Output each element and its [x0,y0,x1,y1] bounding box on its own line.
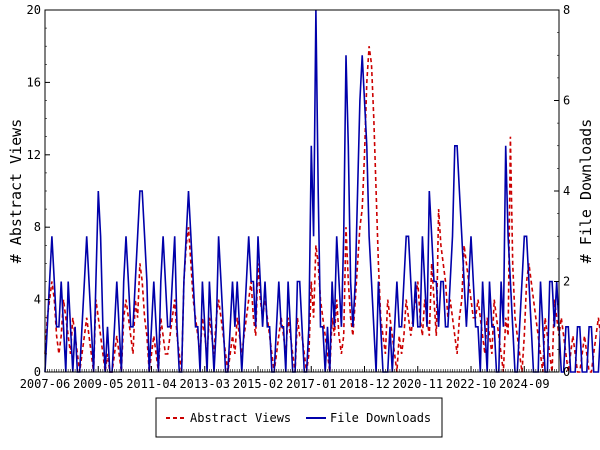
y-tick-label: 0 [34,365,41,379]
y2-tick-label: 0 [563,365,570,379]
y-tick-label: 20 [27,3,41,17]
legend-box [155,397,443,438]
x-tick-label: 2009-05 [73,377,124,391]
legend-label-abstract-views: Abstract Views [190,411,291,425]
x-tick-label: 2022-10 [446,377,497,391]
axis-layer: 2007-06 2009-05 2011-04 2013-03 2015-02 2017-… [20,3,571,391]
x-tick-label: 2011-04 [126,377,177,391]
legend-label-file-downloads: File Downloads [330,411,431,425]
y-tick-label: 8 [34,220,41,234]
y-tick-label: 4 [34,293,41,307]
y2-tick-label: 6 [563,94,570,108]
y2-tick-label: 4 [563,184,570,198]
y-axis-title: # Abstract Views [7,119,25,264]
x-tick-label: 2015-02 [233,377,284,391]
y2-tick-label: 8 [563,3,570,17]
x-tick-label: 2017-01 [286,377,337,391]
x-tick-label: 2018-12 [339,377,390,391]
series-line-file-downloads [44,9,600,373]
x-tick-label: 2007-06 [20,377,71,391]
y-tick-label: 16 [27,75,41,89]
x-tick-label: 2013-03 [179,377,230,391]
y2-axis-title: # File Downloads [577,119,595,264]
x-tick-label: 2024-09 [499,377,550,391]
y-tick-label: 12 [27,148,41,162]
series-layer [44,9,600,373]
y2-tick-label: 2 [563,275,570,289]
x-tick-label: 2020-11 [392,377,443,391]
series-line-abstract-views [44,46,600,373]
legend: Abstract Views File Downloads [155,397,443,438]
